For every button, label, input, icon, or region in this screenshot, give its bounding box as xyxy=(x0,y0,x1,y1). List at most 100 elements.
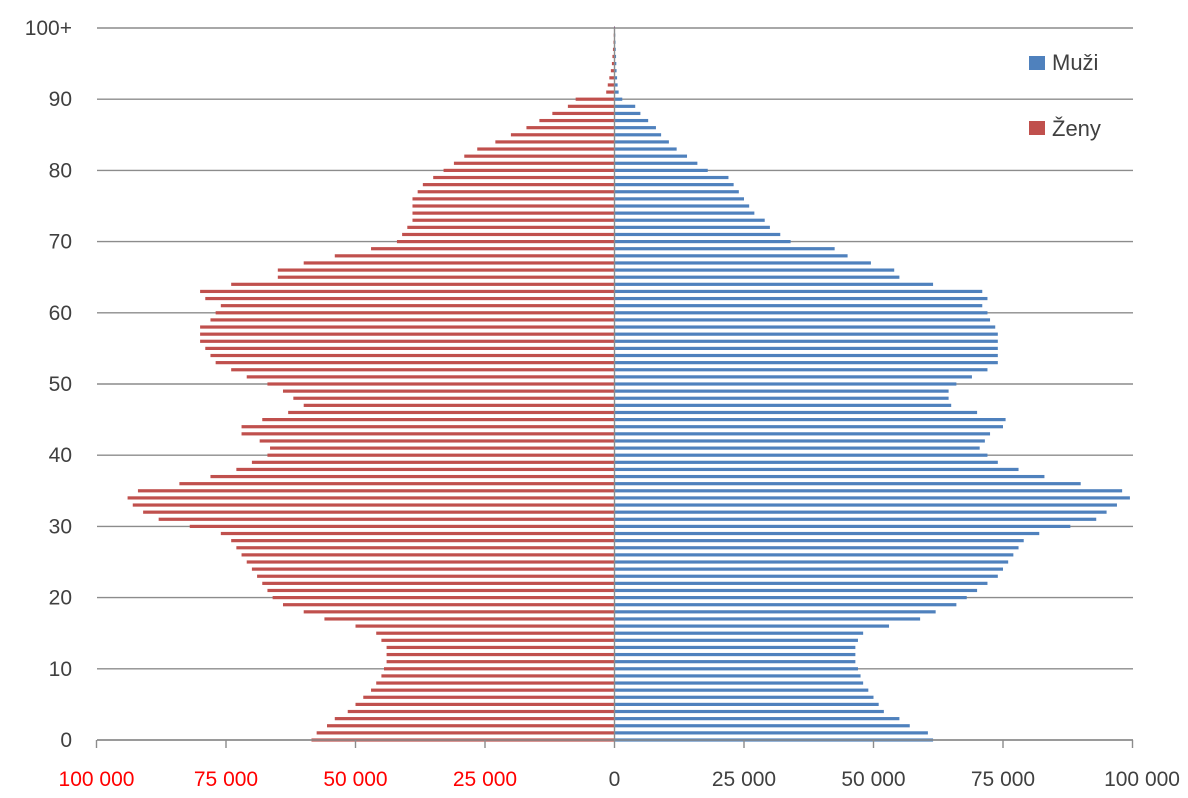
y-tick-labels: 0 10 20 30 40 50 60 70 80 90 100+ xyxy=(25,17,72,752)
bar-zeny-41 xyxy=(270,446,615,450)
y-tick-label-100+: 100+ xyxy=(25,17,72,40)
bar-zeny-82 xyxy=(464,154,615,158)
bar-muzi-28 xyxy=(614,539,1024,543)
bar-zeny-90 xyxy=(575,97,615,101)
bar-zeny-3 xyxy=(334,717,615,721)
bar-muzi-36 xyxy=(614,482,1081,486)
bar-zeny-13 xyxy=(386,645,615,650)
bar-zeny-18 xyxy=(303,610,615,614)
bar-muzi-90 xyxy=(614,97,623,101)
x-tick-label-left: 25 000 xyxy=(453,768,517,791)
bar-muzi-71 xyxy=(614,232,781,237)
bar-muzi-1 xyxy=(614,731,928,735)
bar-muzi-96 xyxy=(614,54,617,59)
y-tick-label-90: 90 xyxy=(49,88,72,111)
bar-muzi-66 xyxy=(614,268,895,272)
x-tick-label-right: 75 000 xyxy=(971,768,1035,791)
bar-muzi-64 xyxy=(614,282,934,286)
bar-zeny-64 xyxy=(231,282,615,286)
bar-zeny-67 xyxy=(303,261,615,265)
bar-muzi-93 xyxy=(614,76,618,80)
bar-muzi-77 xyxy=(614,190,739,194)
bar-muzi-82 xyxy=(614,154,688,158)
bar-zeny-61 xyxy=(220,304,615,308)
bar-zeny-52 xyxy=(231,368,615,372)
x-tick-labels: 100 000 75 000 50 000 25 000 0 25 000 50 000 75… xyxy=(59,768,1180,791)
bar-zeny-43 xyxy=(241,432,615,436)
bar-zeny-86 xyxy=(526,126,615,130)
bar-zeny-60 xyxy=(215,311,615,315)
bar-muzi-2 xyxy=(614,724,910,728)
bar-muzi-75 xyxy=(614,204,750,208)
y-tick-label-20: 20 xyxy=(49,587,72,610)
bar-muzi-30 xyxy=(614,524,1071,528)
bar-muzi-33 xyxy=(614,503,1117,507)
bar-muzi-95 xyxy=(614,62,617,66)
bar-zeny-91 xyxy=(606,90,615,94)
bar-zeny-38 xyxy=(236,467,615,472)
y-tick-label-70: 70 xyxy=(49,231,72,254)
bar-muzi-56 xyxy=(614,339,998,343)
y-tick-label-80: 80 xyxy=(49,159,72,182)
bar-zeny-17 xyxy=(324,617,615,621)
bar-muzi-54 xyxy=(614,353,998,358)
bar-muzi-61 xyxy=(614,304,983,308)
bar-zeny-15 xyxy=(376,631,615,635)
bar-muzi-20 xyxy=(614,596,967,600)
x-tick-label-right: 50 000 xyxy=(841,768,905,791)
bar-zeny-36 xyxy=(179,482,615,486)
bar-muzi-57 xyxy=(614,332,998,336)
bar-zeny-72 xyxy=(407,225,615,229)
bar-zeny-4 xyxy=(347,709,615,714)
bar-zeny-26 xyxy=(241,553,615,557)
bar-muzi-31 xyxy=(614,517,1097,521)
bar-zeny-89 xyxy=(567,104,615,108)
legend-label-muzi: Muži xyxy=(1052,50,1098,75)
bar-zeny-73 xyxy=(412,218,615,222)
bar-muzi-13 xyxy=(614,645,856,650)
bar-muzi-79 xyxy=(614,175,729,180)
x-tick-label-left: 50 000 xyxy=(323,768,387,791)
bar-zeny-76 xyxy=(412,197,615,201)
bar-zeny-81 xyxy=(453,161,615,165)
bar-muzi-25 xyxy=(614,560,1009,564)
bar-zeny-9 xyxy=(381,674,615,678)
bar-zeny-71 xyxy=(402,232,615,237)
bar-muzi-3 xyxy=(614,717,900,721)
bar-muzi-76 xyxy=(614,197,744,201)
bar-muzi-11 xyxy=(614,660,856,664)
bar-zeny-97 xyxy=(612,47,615,51)
bar-zeny-23 xyxy=(257,574,615,578)
bar-muzi-6 xyxy=(614,695,874,699)
bar-zeny-2 xyxy=(327,724,615,728)
bar-zeny-80 xyxy=(443,168,615,172)
bar-muzi-18 xyxy=(614,610,936,614)
bar-zeny-16 xyxy=(355,624,615,628)
bar-zeny-6 xyxy=(363,695,615,699)
bar-muzi-84 xyxy=(614,140,669,144)
bar-muzi-73 xyxy=(614,218,765,222)
bar-zeny-55 xyxy=(205,346,615,350)
axes xyxy=(95,28,1134,748)
bar-muzi-49 xyxy=(614,389,949,393)
bar-muzi-59 xyxy=(614,318,991,322)
bar-muzi-92 xyxy=(614,83,618,87)
bar-muzi-83 xyxy=(614,147,677,151)
bar-muzi-94 xyxy=(614,69,617,73)
bar-zeny-44 xyxy=(241,425,615,429)
bar-muzi-53 xyxy=(614,361,998,365)
bar-zeny-88 xyxy=(552,111,615,116)
bar-zeny-75 xyxy=(412,204,615,208)
bar-zeny-31 xyxy=(158,517,615,521)
bar-muzi-80 xyxy=(614,168,708,172)
bar-muzi-17 xyxy=(614,617,921,621)
legend-swatch-muzi xyxy=(1029,56,1045,70)
y-tick-label-0: 0 xyxy=(60,729,72,752)
bar-muzi-51 xyxy=(614,375,972,379)
bar-muzi-91 xyxy=(614,90,619,94)
bar-muzi-27 xyxy=(614,546,1019,550)
bar-zeny-47 xyxy=(303,403,615,407)
bar-zeny-19 xyxy=(282,603,615,607)
bar-muzi-16 xyxy=(614,624,890,628)
bar-muzi-85 xyxy=(614,133,662,137)
